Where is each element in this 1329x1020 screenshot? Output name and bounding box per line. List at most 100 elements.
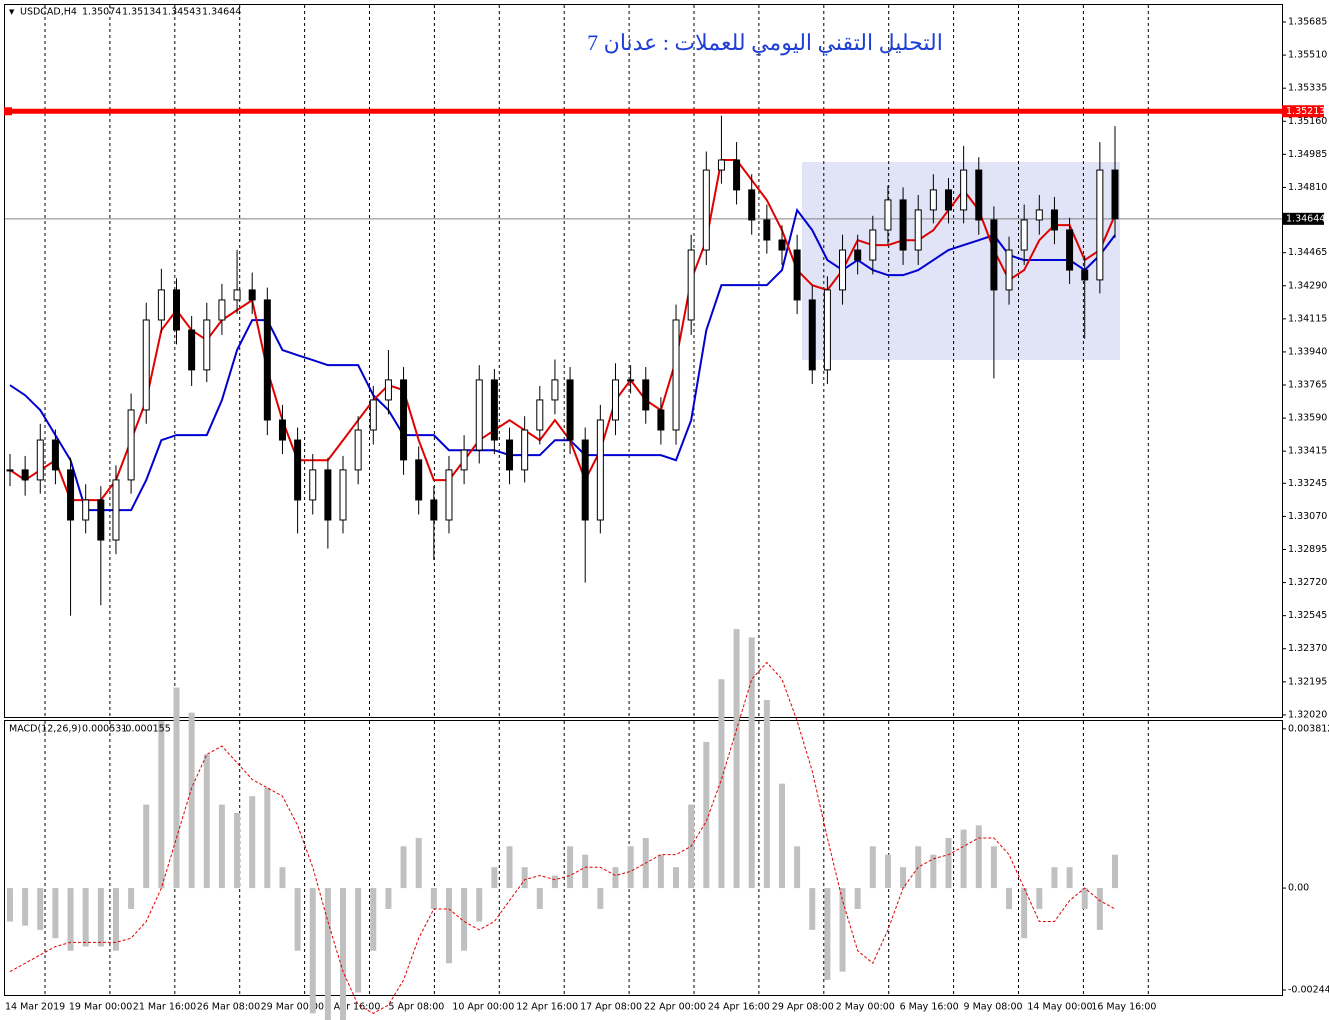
y-tick-label: 1.35685 <box>1288 17 1327 28</box>
candle-body <box>97 499 105 541</box>
candle-body <box>869 229 877 261</box>
macd-y-tick-label: 0.00 <box>1288 883 1309 894</box>
macd-bar <box>990 846 997 889</box>
candle-body <box>960 169 968 211</box>
y-tick-label: 1.35160 <box>1288 116 1327 127</box>
macd-bar <box>1006 888 1013 909</box>
candle-body <box>596 419 604 521</box>
candle-body <box>309 469 317 501</box>
macd-bar <box>657 854 664 889</box>
line-handle <box>4 107 12 116</box>
macd-bar <box>82 888 89 947</box>
macd-bar <box>264 787 271 889</box>
macd-bar <box>536 888 543 909</box>
candle-body <box>278 419 286 441</box>
candle-body <box>611 379 619 421</box>
candle-body <box>415 459 423 501</box>
y-tick-label: 1.32720 <box>1288 577 1327 588</box>
dropdown-icon[interactable]: ▼ <box>9 8 15 16</box>
macd-bar <box>975 825 982 889</box>
macd-bar <box>945 837 952 889</box>
macd-bar <box>294 888 301 951</box>
macd-bar <box>158 721 165 889</box>
candle-body <box>51 439 59 471</box>
macd-bar <box>567 846 574 889</box>
candle-body <box>1005 249 1013 291</box>
candle-body <box>188 329 196 371</box>
candle-body <box>748 189 756 221</box>
macd-bar <box>143 804 150 889</box>
macd-y-tick-label: -0.00244 <box>1288 984 1329 995</box>
macd-bar <box>112 888 119 951</box>
vertical-grid <box>44 5 1149 995</box>
candle-body <box>899 199 907 251</box>
candle-body <box>823 289 831 371</box>
macd-bar <box>37 888 44 930</box>
candle-body <box>672 319 680 431</box>
candle-body <box>21 469 29 481</box>
macd-bar <box>869 846 876 889</box>
x-tick-label: 6 May 16:00 <box>900 1002 959 1013</box>
candle-body <box>112 479 120 541</box>
candle-body <box>354 429 362 471</box>
candle-body <box>430 499 438 521</box>
macd-value: -0.000155 <box>122 724 171 735</box>
candle-body <box>82 499 90 521</box>
candle-body <box>627 379 635 382</box>
y-tick-label: 1.33765 <box>1288 380 1327 391</box>
macd-bar <box>854 888 861 909</box>
candle-body <box>218 299 226 321</box>
macd-bar <box>370 888 377 951</box>
x-tick-label: 12 Apr 16:00 <box>516 1002 578 1013</box>
candle-body <box>248 289 256 301</box>
price-label-bg <box>1282 212 1324 225</box>
macd-bar <box>612 867 619 889</box>
header-value: 1.35074 <box>82 7 121 18</box>
y-tick-label: 1.33940 <box>1288 346 1327 357</box>
x-tick-label: 2 Apr 16:00 <box>325 1002 381 1013</box>
candle-body <box>36 439 44 481</box>
macd-bar <box>355 888 362 993</box>
chart-title: التحليل التقني اليومي للعملات : عدنان 7 <box>587 30 943 56</box>
candle-body <box>1111 169 1119 220</box>
candle-body <box>581 439 589 521</box>
candle-body <box>793 249 801 301</box>
macd-bar <box>7 888 13 922</box>
macd-bar <box>703 741 710 889</box>
candle-body <box>157 289 165 321</box>
candle-body <box>263 299 271 421</box>
candle-body <box>384 379 392 401</box>
macd-bar <box>340 888 347 1020</box>
candle-body <box>203 319 211 371</box>
candle-body <box>339 469 347 521</box>
price-label-bg <box>1282 105 1324 118</box>
macd-bar <box>627 846 634 889</box>
x-tick-label: 21 Mar 16:00 <box>133 1002 196 1013</box>
price-label: 1.35213 <box>1286 106 1325 117</box>
macd-bar <box>778 783 785 889</box>
candle-body <box>127 409 135 481</box>
macd-bar <box>1021 888 1028 939</box>
candle-body <box>566 379 574 441</box>
y-tick-label: 1.35335 <box>1288 83 1327 94</box>
macd-bar <box>415 837 422 889</box>
y-tick-label: 1.32545 <box>1288 610 1327 621</box>
macd-bar <box>960 829 967 889</box>
macd-bar <box>430 888 437 909</box>
macd-bar <box>1066 867 1073 889</box>
candle-body <box>294 439 302 501</box>
candle-body <box>67 469 75 521</box>
x-tick-label: 16 May 16:00 <box>1091 1002 1156 1013</box>
macd-bar <box>884 854 891 889</box>
y-tick-label: 1.35510 <box>1288 50 1327 61</box>
main-panel <box>4 4 1283 718</box>
macd-bar <box>476 888 483 922</box>
price-label: 1.34644 <box>1286 213 1325 224</box>
macd-bar <box>809 888 816 930</box>
macd-bar <box>582 854 589 889</box>
candle-body <box>702 169 710 251</box>
y-tick-label: 1.33415 <box>1288 446 1327 457</box>
candle-body <box>687 249 695 321</box>
macd-bar <box>279 867 286 889</box>
